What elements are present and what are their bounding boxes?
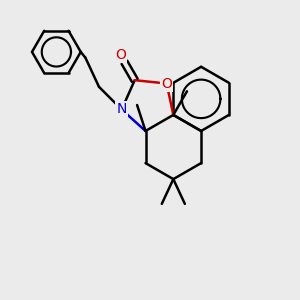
- Text: O: O: [161, 76, 172, 91]
- Text: O: O: [115, 48, 126, 62]
- Text: N: N: [116, 103, 127, 116]
